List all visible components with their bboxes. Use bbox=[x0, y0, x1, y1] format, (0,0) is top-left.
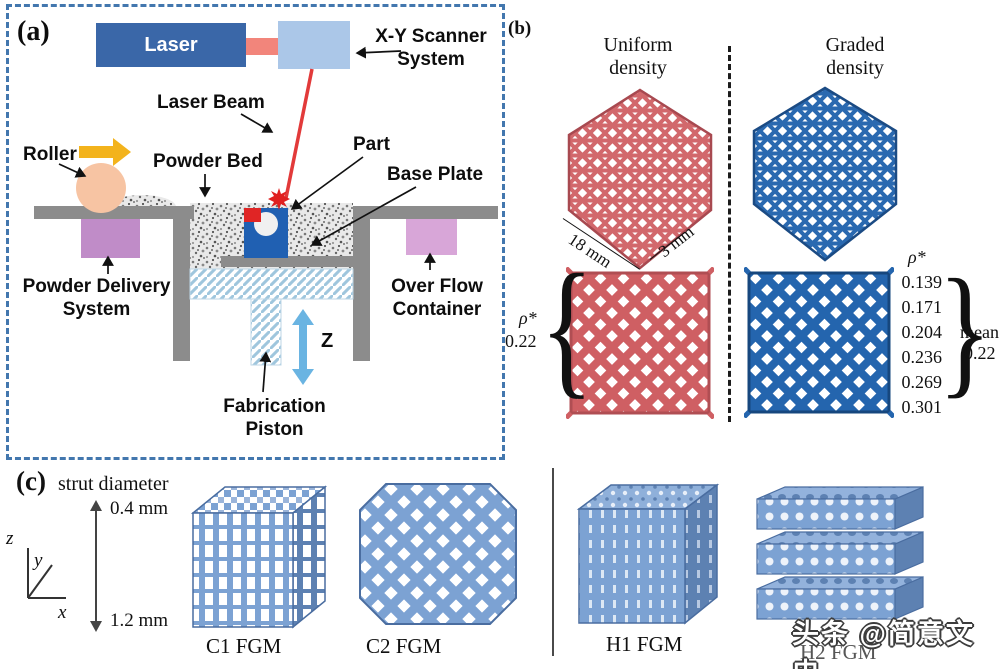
uniform-lattice-cube-image bbox=[567, 88, 713, 270]
laser-beam-line bbox=[284, 68, 314, 199]
part-pointer bbox=[290, 156, 364, 210]
graded-lattice-front-image bbox=[744, 267, 894, 418]
z-axis-label: Z bbox=[321, 330, 334, 352]
table-left bbox=[34, 206, 194, 219]
part-label: Part bbox=[353, 134, 390, 155]
c1-fgm-image bbox=[190, 485, 328, 629]
overflow-box bbox=[406, 219, 457, 255]
overflow-label: Over Flow Container bbox=[391, 276, 483, 321]
watermark: 头条 @简意文史 bbox=[792, 619, 975, 669]
uniform-lattice-front-image bbox=[566, 267, 714, 419]
h2-fgm-label: H2 FGM bbox=[800, 640, 877, 664]
axis-z-label: z bbox=[6, 528, 14, 549]
roller-pointer bbox=[58, 163, 87, 178]
strut-max-label: 1.2 mm bbox=[110, 610, 169, 631]
table-right bbox=[353, 206, 498, 219]
roller-direction-arrow bbox=[79, 138, 131, 166]
scanner-box bbox=[278, 21, 350, 69]
density-value: 0.204 bbox=[901, 322, 943, 342]
laser-box bbox=[96, 23, 246, 67]
density-value: 0.301 bbox=[901, 397, 943, 417]
chamber-wall-right bbox=[353, 206, 370, 361]
uniform-rho-symbol: ρ* bbox=[519, 308, 537, 328]
panel-b-label: (b) bbox=[508, 18, 532, 39]
h1-fgm-label: H1 FGM bbox=[606, 632, 683, 656]
strut-diameter-label: strut diameter bbox=[58, 473, 169, 495]
slm-machine-diagram bbox=[34, 21, 498, 393]
strut-min-label: 0.4 mm bbox=[110, 498, 169, 519]
axis-x-label: x bbox=[58, 602, 67, 623]
roller-shape bbox=[76, 163, 126, 213]
powder-delivery-label: Powder Delivery System bbox=[22, 276, 171, 321]
h1-fgm-image bbox=[576, 483, 720, 625]
density-value: 0.139 bbox=[901, 272, 943, 292]
graded-rho-symbol: ρ* bbox=[908, 247, 926, 267]
base-plate-pointer bbox=[310, 186, 417, 246]
graded-density-values: 0.139 0.171 0.204 0.236 0.269 0.301 bbox=[894, 272, 943, 422]
panel-a-slm-schematic: (a) Laser X-Y Scanner System Laser Beam … bbox=[6, 4, 505, 460]
c2-fgm-label: C2 FGM bbox=[366, 634, 442, 658]
melt-pool-burst bbox=[268, 188, 290, 210]
coordinate-axes bbox=[27, 548, 66, 599]
powder-bed-label: Powder Bed bbox=[153, 151, 263, 172]
h2-fgm-image bbox=[756, 486, 924, 620]
density-value: 0.236 bbox=[901, 347, 943, 367]
panel-c-divider bbox=[552, 468, 554, 656]
pointer-arrows bbox=[58, 46, 436, 393]
z-axis-arrow bbox=[292, 309, 314, 385]
panel-c-label: (c) bbox=[16, 466, 46, 496]
panel-a-label: (a) bbox=[17, 16, 50, 47]
uniform-rho-value: 0.22 bbox=[505, 331, 537, 351]
laser-beam-pointer bbox=[240, 113, 274, 133]
left-brace: { bbox=[540, 243, 594, 413]
density-value: 0.269 bbox=[901, 372, 943, 392]
chamber-wall-left bbox=[173, 206, 190, 361]
c2-fgm-image bbox=[359, 483, 517, 625]
powder-delivery-box bbox=[81, 219, 140, 258]
strut-diameter-arrow bbox=[90, 500, 102, 632]
graded-lattice-cube-image bbox=[752, 86, 898, 262]
roller-label: Roller bbox=[23, 144, 77, 165]
graded-density-header: Graded density bbox=[825, 34, 885, 79]
scanner-label: X-Y Scanner System bbox=[375, 26, 487, 71]
fabrication-piston-label: Fabrication Piston bbox=[223, 396, 326, 441]
laser-beam-label: Laser Beam bbox=[157, 92, 265, 113]
scanner-pointer bbox=[355, 46, 402, 59]
panel-b-divider bbox=[728, 46, 731, 422]
piston-platform bbox=[189, 268, 354, 300]
density-value: 0.171 bbox=[901, 297, 943, 317]
mean-label: mean bbox=[960, 322, 999, 342]
base-plate-label: Base Plate bbox=[387, 164, 484, 185]
uniform-density-header: Uniform density bbox=[603, 34, 673, 79]
mean-value: 0.22 bbox=[964, 343, 996, 363]
laser-coupler bbox=[246, 38, 278, 55]
base-plate-bar bbox=[221, 256, 353, 267]
c1-fgm-label: C1 FGM bbox=[206, 634, 282, 658]
melt-track bbox=[244, 208, 261, 222]
axis-y-label: y bbox=[34, 550, 43, 571]
laser-label: Laser bbox=[144, 34, 198, 56]
piston-pointer bbox=[259, 351, 272, 393]
right-brace: } bbox=[938, 250, 992, 412]
